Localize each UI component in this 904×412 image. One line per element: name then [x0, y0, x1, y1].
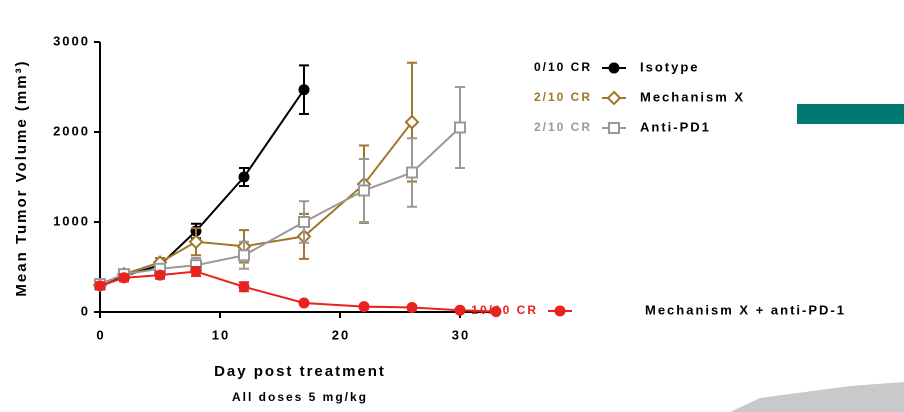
data-point: [406, 302, 418, 313]
y-axis-label: Mean Tumor Volume (mm³): [13, 59, 30, 296]
legend-label: Isotype: [640, 59, 700, 74]
annotation: 2/10 CR: [534, 90, 592, 104]
data-point: [406, 166, 418, 179]
legend-marker: [608, 122, 620, 134]
annotation: 2/10 CR: [534, 120, 592, 134]
legend-marker: [554, 305, 566, 317]
legend-marker: [606, 90, 622, 106]
y-tick-label: 2000: [53, 123, 90, 138]
data-point: [454, 121, 466, 134]
annotation: 0/10 CR: [534, 60, 592, 74]
series-line: [99, 121, 413, 286]
data-point: [298, 297, 310, 309]
data-point: [238, 249, 250, 262]
data-point: [118, 272, 130, 284]
x-tick-label: 30: [452, 327, 470, 342]
data-point: [454, 304, 466, 316]
x-tick-label: 10: [212, 327, 230, 342]
legend-label: Mechanism X: [640, 89, 745, 104]
legend-label: Anti-PD1: [640, 119, 711, 134]
legend-marker: [608, 62, 620, 74]
series-line: [99, 89, 305, 286]
series-line: [99, 270, 497, 313]
data-point: [358, 184, 370, 197]
data-point: [94, 280, 106, 292]
y-tick-label: 1000: [53, 213, 90, 228]
data-point: [298, 84, 310, 96]
x-tick-label: 20: [332, 327, 350, 342]
data-point: [188, 234, 204, 250]
data-point: [190, 266, 202, 277]
series-line: [99, 126, 461, 286]
data-point: [358, 301, 370, 313]
data-point: [238, 171, 250, 183]
photo-fragment: [730, 382, 904, 412]
data-point: [404, 114, 420, 130]
data-point: [154, 269, 166, 281]
legend-label: Mechanism X + anti-PD-1: [645, 302, 846, 317]
annotation: 10/10 CR: [471, 303, 538, 317]
x-tick-label: 0: [96, 327, 105, 342]
subtitle: All doses 5 mg/kg: [232, 390, 368, 404]
x-axis-label: Day post treatment: [214, 363, 386, 380]
data-point: [238, 281, 250, 293]
y-tick-label: 0: [81, 303, 90, 318]
decoration-bar: [797, 104, 904, 124]
data-point: [298, 216, 310, 228]
y-tick-label: 3000: [53, 33, 90, 48]
data-point: [490, 306, 502, 318]
